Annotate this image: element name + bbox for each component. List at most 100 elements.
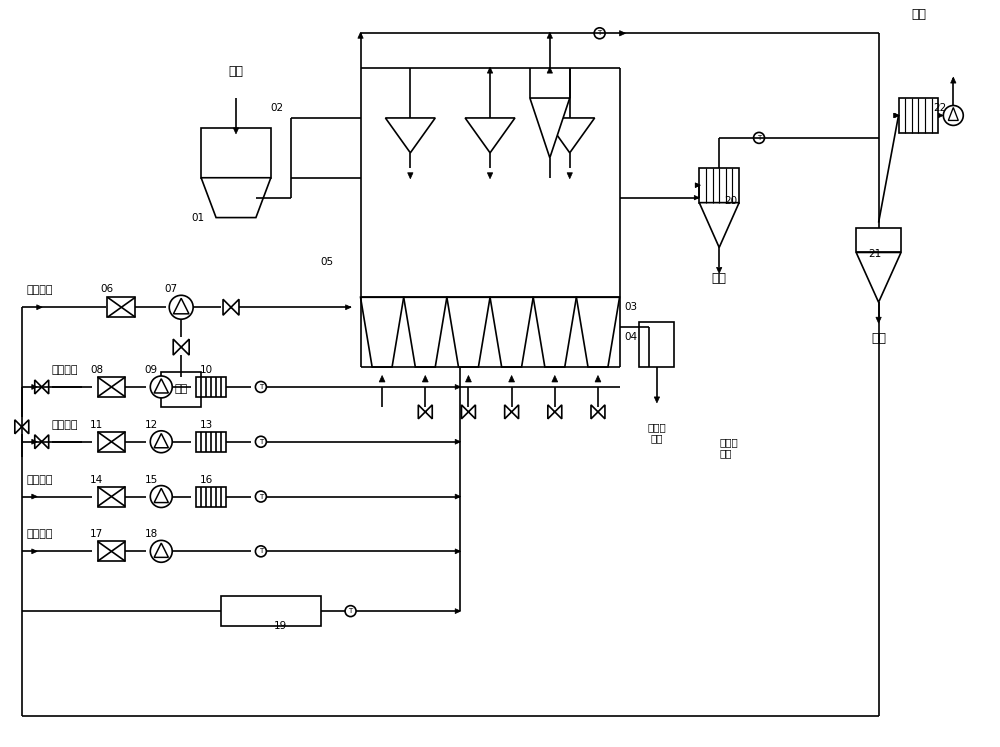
Polygon shape [465, 118, 515, 153]
Polygon shape [455, 549, 461, 554]
Polygon shape [591, 405, 605, 419]
Bar [98, 542, 125, 561]
Text: 08: 08 [90, 365, 103, 375]
Text: 02: 02 [271, 103, 284, 113]
Text: 20: 20 [724, 196, 737, 205]
Text: T: T [259, 438, 263, 444]
Circle shape [255, 382, 266, 392]
Polygon shape [699, 202, 739, 247]
Polygon shape [856, 252, 901, 303]
Polygon shape [455, 609, 461, 613]
Polygon shape [548, 405, 562, 419]
Text: 01: 01 [191, 213, 204, 223]
Polygon shape [385, 118, 435, 153]
Text: T: T [259, 548, 263, 554]
Text: 09: 09 [145, 365, 158, 375]
Polygon shape [32, 439, 37, 444]
Polygon shape [876, 317, 881, 323]
Bar [639, 322, 674, 367]
Polygon shape [455, 494, 461, 499]
Polygon shape [346, 305, 351, 310]
Polygon shape [461, 405, 475, 419]
Polygon shape [32, 494, 37, 499]
Polygon shape [408, 173, 413, 179]
Polygon shape [358, 32, 363, 38]
Polygon shape [487, 67, 493, 73]
Bar [107, 297, 135, 317]
Text: 16: 16 [199, 474, 213, 485]
Text: 四路空气: 四路空气 [52, 365, 78, 375]
Text: T: T [598, 31, 602, 37]
Text: 04: 04 [625, 332, 638, 342]
Text: 11: 11 [90, 420, 103, 430]
Text: 18: 18 [145, 530, 158, 539]
Circle shape [943, 105, 963, 125]
Polygon shape [716, 267, 722, 273]
Text: 06: 06 [100, 285, 113, 294]
Polygon shape [35, 380, 49, 394]
Circle shape [255, 546, 266, 557]
Circle shape [345, 606, 356, 616]
Text: 小颗粒
产品: 小颗粒 产品 [648, 422, 666, 444]
Text: 13: 13 [199, 420, 213, 430]
Polygon shape [505, 405, 519, 419]
Circle shape [150, 376, 172, 398]
Bar [856, 228, 901, 252]
Polygon shape [552, 376, 558, 382]
Polygon shape [547, 67, 553, 73]
Bar [98, 486, 125, 506]
Polygon shape [447, 297, 490, 367]
Polygon shape [466, 376, 471, 382]
Polygon shape [32, 385, 37, 389]
Circle shape [255, 491, 266, 502]
Circle shape [150, 431, 172, 453]
Circle shape [754, 132, 765, 143]
Text: 05: 05 [321, 258, 334, 267]
Text: 粉体: 粉体 [871, 332, 886, 345]
Polygon shape [490, 297, 533, 367]
Polygon shape [379, 376, 385, 382]
Polygon shape [533, 297, 576, 367]
Text: 二路空气: 二路空气 [27, 530, 53, 539]
Polygon shape [404, 297, 447, 367]
Text: 07: 07 [165, 285, 178, 294]
Polygon shape [201, 178, 271, 217]
Polygon shape [455, 439, 461, 444]
Bar [98, 432, 125, 452]
Polygon shape [576, 297, 620, 367]
Text: 17: 17 [90, 530, 103, 539]
Polygon shape [32, 549, 37, 554]
Bar [221, 596, 321, 626]
Polygon shape [509, 376, 515, 382]
Text: 团块: 团块 [175, 385, 188, 394]
Polygon shape [654, 397, 660, 403]
Polygon shape [15, 420, 29, 434]
Polygon shape [545, 118, 595, 153]
Circle shape [255, 436, 266, 447]
Polygon shape [173, 339, 189, 355]
Text: 排空: 排空 [911, 8, 926, 22]
Text: 22: 22 [933, 103, 947, 113]
Polygon shape [894, 114, 899, 118]
Polygon shape [595, 376, 601, 382]
Polygon shape [895, 114, 900, 118]
Polygon shape [695, 183, 700, 187]
Text: 五路空气: 五路空气 [52, 420, 78, 430]
Text: T: T [259, 494, 263, 500]
Text: 物料: 物料 [228, 65, 243, 78]
Text: T: T [259, 384, 263, 390]
Polygon shape [951, 77, 956, 83]
Polygon shape [620, 31, 626, 36]
Polygon shape [487, 173, 493, 179]
Polygon shape [361, 297, 404, 367]
Bar [196, 377, 226, 397]
Polygon shape [35, 435, 49, 449]
Text: 03: 03 [625, 303, 638, 312]
Circle shape [169, 295, 193, 319]
Circle shape [594, 28, 605, 39]
Text: 21: 21 [869, 249, 882, 259]
Polygon shape [530, 98, 570, 158]
Bar [201, 128, 271, 178]
Polygon shape [455, 385, 461, 389]
Polygon shape [694, 196, 699, 200]
